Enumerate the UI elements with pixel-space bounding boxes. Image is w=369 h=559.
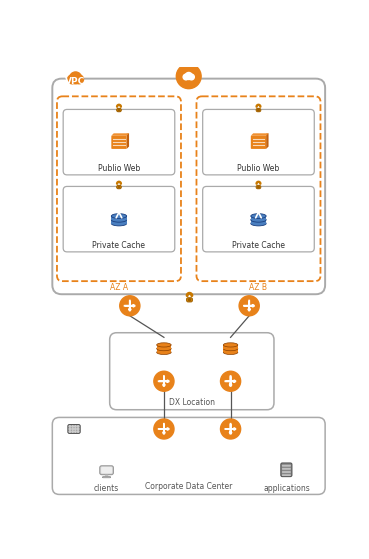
FancyBboxPatch shape	[103, 476, 111, 478]
Polygon shape	[223, 349, 238, 352]
Ellipse shape	[111, 217, 127, 222]
Text: VPC: VPC	[65, 77, 86, 86]
FancyArrow shape	[163, 376, 165, 386]
FancyBboxPatch shape	[69, 79, 82, 84]
Circle shape	[185, 73, 192, 79]
Circle shape	[72, 428, 73, 430]
Ellipse shape	[223, 343, 238, 347]
Circle shape	[72, 425, 73, 427]
FancyArrow shape	[225, 428, 236, 430]
Polygon shape	[266, 133, 269, 149]
Circle shape	[183, 74, 189, 80]
Polygon shape	[251, 216, 266, 220]
Circle shape	[68, 75, 76, 84]
Circle shape	[77, 431, 79, 432]
Polygon shape	[251, 220, 266, 224]
Circle shape	[258, 186, 259, 188]
Ellipse shape	[111, 214, 127, 219]
FancyArrow shape	[159, 428, 169, 430]
Polygon shape	[104, 475, 108, 477]
FancyArrow shape	[159, 380, 169, 382]
Polygon shape	[157, 345, 171, 349]
Polygon shape	[223, 345, 238, 349]
FancyBboxPatch shape	[251, 136, 266, 149]
Circle shape	[154, 419, 174, 439]
FancyBboxPatch shape	[256, 186, 261, 189]
FancyBboxPatch shape	[68, 425, 80, 433]
Circle shape	[120, 296, 140, 316]
FancyBboxPatch shape	[101, 467, 112, 473]
Circle shape	[75, 431, 76, 432]
FancyBboxPatch shape	[282, 474, 291, 476]
Ellipse shape	[157, 343, 171, 347]
Circle shape	[239, 296, 259, 316]
Ellipse shape	[111, 221, 127, 226]
FancyBboxPatch shape	[111, 136, 127, 149]
Circle shape	[77, 428, 79, 430]
Polygon shape	[251, 133, 269, 136]
Ellipse shape	[251, 214, 266, 219]
Circle shape	[75, 75, 83, 84]
FancyBboxPatch shape	[117, 108, 121, 112]
Circle shape	[72, 431, 73, 432]
Ellipse shape	[251, 221, 266, 226]
Circle shape	[189, 299, 190, 301]
Circle shape	[189, 74, 194, 80]
Text: Publio Web: Publio Web	[237, 164, 280, 173]
Text: Private Cache: Private Cache	[232, 241, 285, 250]
Circle shape	[69, 425, 71, 427]
Circle shape	[176, 64, 201, 89]
FancyBboxPatch shape	[100, 466, 113, 475]
Polygon shape	[111, 220, 127, 224]
FancyBboxPatch shape	[117, 186, 121, 189]
Polygon shape	[111, 216, 127, 220]
Circle shape	[118, 186, 120, 188]
Circle shape	[75, 425, 76, 427]
FancyArrow shape	[129, 301, 131, 311]
Text: clients: clients	[94, 484, 119, 493]
Text: Private Cache: Private Cache	[93, 241, 145, 250]
Polygon shape	[127, 133, 129, 149]
Text: applications: applications	[263, 484, 310, 493]
FancyBboxPatch shape	[282, 471, 291, 473]
FancyBboxPatch shape	[282, 465, 291, 467]
Circle shape	[75, 428, 76, 430]
Circle shape	[118, 109, 120, 111]
Text: AZ B: AZ B	[249, 283, 268, 292]
Circle shape	[221, 419, 241, 439]
FancyArrow shape	[163, 424, 165, 434]
Text: Corporate Data Center: Corporate Data Center	[145, 482, 232, 491]
Text: DX Location: DX Location	[169, 397, 215, 406]
FancyBboxPatch shape	[256, 108, 261, 112]
Circle shape	[69, 431, 71, 432]
FancyArrow shape	[230, 424, 232, 434]
Circle shape	[77, 425, 79, 427]
FancyBboxPatch shape	[282, 468, 291, 470]
FancyArrow shape	[230, 376, 232, 386]
Polygon shape	[111, 133, 129, 136]
Circle shape	[70, 72, 82, 84]
Circle shape	[154, 371, 174, 391]
FancyArrow shape	[225, 380, 236, 382]
Ellipse shape	[157, 347, 171, 350]
FancyBboxPatch shape	[281, 463, 292, 477]
FancyArrow shape	[125, 305, 135, 307]
Ellipse shape	[223, 347, 238, 350]
Ellipse shape	[251, 217, 266, 222]
Ellipse shape	[157, 350, 171, 354]
FancyArrow shape	[248, 301, 250, 311]
Circle shape	[221, 371, 241, 391]
Text: Publio Web: Publio Web	[98, 164, 140, 173]
Ellipse shape	[223, 350, 238, 354]
Polygon shape	[157, 349, 171, 352]
FancyBboxPatch shape	[187, 298, 192, 302]
Text: AZ A: AZ A	[110, 283, 128, 292]
Circle shape	[69, 428, 71, 430]
Circle shape	[258, 109, 259, 111]
FancyArrow shape	[244, 305, 254, 307]
FancyBboxPatch shape	[185, 77, 193, 79]
